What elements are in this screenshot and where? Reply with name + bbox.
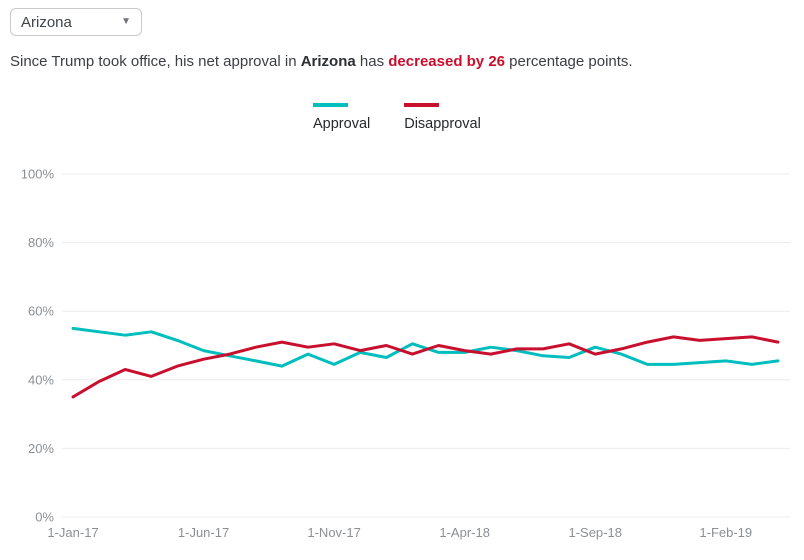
chart-legend: Approval Disapproval	[313, 103, 481, 132]
legend-item-approval: Approval	[313, 103, 370, 132]
x-axis-label-1-Jan-17: 1-Jan-17	[47, 525, 98, 540]
headline-change: decreased by 26	[388, 53, 506, 70]
y-axis-label-40%: 40%	[28, 372, 54, 387]
x-axis-label-1-Apr-18: 1-Apr-18	[439, 525, 490, 540]
disapproval-line	[71, 335, 780, 399]
legend-label-disapproval: Disapproval	[404, 116, 481, 132]
y-axis-label-20%: 20%	[28, 441, 54, 456]
approval-swatch	[313, 103, 348, 107]
headline-middle: has	[355, 53, 389, 70]
headline: Since Trump took office, his net approva…	[10, 53, 633, 70]
legend-label-approval: Approval	[313, 116, 371, 132]
y-axis-label-80%: 80%	[28, 235, 54, 250]
y-axis-label-100%: 100%	[21, 167, 55, 182]
approval-line	[71, 326, 780, 368]
x-axis-label-1-Jun-17: 1-Jun-17	[178, 525, 229, 540]
legend-item-disapproval: Disapproval	[404, 103, 481, 132]
x-axis-label-1-Nov-17: 1-Nov-17	[307, 525, 360, 540]
y-axis-label-0%: 0%	[35, 510, 54, 525]
y-axis-label-60%: 60%	[28, 304, 54, 319]
x-axis-label-1-Feb-19: 1-Feb-19	[699, 525, 752, 540]
chevron-down-icon: ▼	[121, 16, 131, 27]
x-axis-label-1-Sep-18: 1-Sep-18	[568, 525, 621, 540]
state-dropdown-value: Arizona	[21, 13, 72, 31]
headline-suffix: percentage points.	[505, 53, 633, 70]
state-dropdown[interactable]: Arizona ▼	[10, 8, 142, 36]
headline-state: Arizona	[300, 53, 356, 70]
disapproval-swatch	[404, 103, 440, 107]
headline-prefix: Since Trump took office, his net approva…	[10, 53, 301, 70]
